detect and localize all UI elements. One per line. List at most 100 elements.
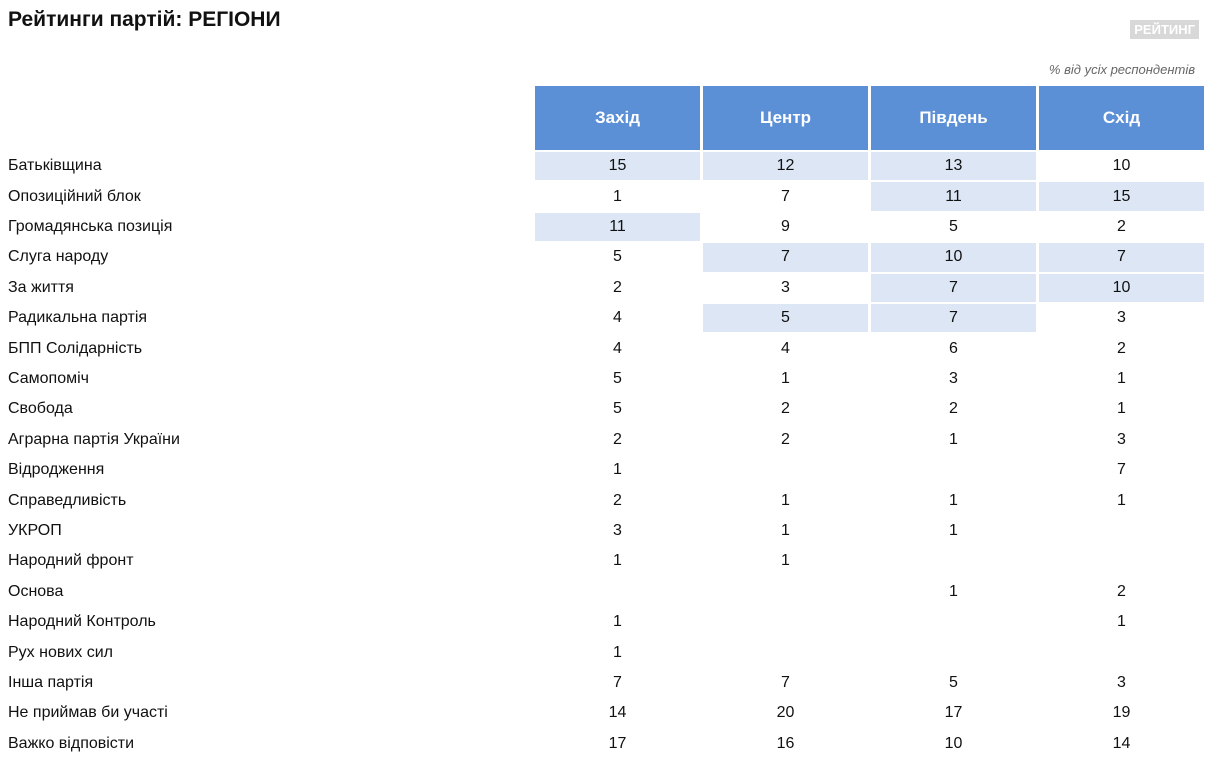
cell: 2 — [1117, 217, 1126, 235]
row-label: Слуга народу — [8, 248, 109, 266]
cell: 1 — [949, 521, 958, 539]
column-header: Центр — [703, 86, 868, 150]
cell: 1 — [781, 491, 790, 509]
row-label: Самопоміч — [8, 369, 89, 387]
cell: 2 — [613, 278, 622, 296]
cell: 10 — [871, 243, 1036, 272]
row-label: Не приймав би участі — [8, 704, 168, 722]
cell: 1 — [949, 430, 958, 448]
cell — [1039, 517, 1204, 545]
cell: 9 — [781, 217, 790, 235]
cell: 7 — [871, 304, 1036, 333]
cell: 3 — [1117, 430, 1126, 448]
cell — [871, 608, 1036, 636]
cell — [871, 547, 1036, 575]
cell: 2 — [1117, 339, 1126, 357]
logo: РЕЙТИНГ — [1130, 20, 1199, 39]
cell: 1 — [613, 187, 622, 205]
row-label: Важко відповісти — [8, 734, 135, 752]
cell: 15 — [535, 152, 700, 181]
cell — [703, 456, 868, 484]
row-label: Опозиційний блок — [8, 187, 141, 205]
cell: 3 — [1117, 309, 1126, 327]
cell — [703, 608, 868, 636]
cell: 7 — [781, 187, 790, 205]
note: % від усіх респондентів — [1048, 62, 1195, 77]
cell: 1 — [613, 643, 622, 661]
row-label: Батьківщина — [8, 157, 102, 175]
cell — [871, 638, 1036, 666]
row-label: Інша партія — [8, 673, 94, 691]
row-label: Свобода — [8, 400, 73, 418]
row-label: Громадянська позиція — [8, 217, 173, 235]
cell: 2 — [613, 491, 622, 509]
row-label: УКРОП — [8, 521, 62, 539]
cell: 1 — [949, 491, 958, 509]
cell: 10 — [944, 734, 963, 752]
cell: 1 — [1117, 613, 1126, 631]
cell: 1 — [781, 552, 790, 570]
cell: 10 — [1112, 157, 1131, 175]
cell: 5 — [949, 217, 958, 235]
cell: 14 — [608, 704, 627, 722]
cell: 1 — [613, 552, 622, 570]
cell: 5 — [703, 304, 868, 333]
cell: 7 — [703, 243, 868, 272]
cell: 11 — [535, 212, 700, 242]
cell: 3 — [781, 278, 790, 296]
column-header: Південь — [871, 86, 1036, 150]
row-label: Народний Контроль — [8, 613, 156, 631]
cell: 10 — [1039, 273, 1204, 302]
row-label: Аграрна партія України — [8, 430, 180, 448]
row-label: Основа — [8, 582, 64, 600]
cell: 1 — [613, 461, 622, 479]
cell — [871, 456, 1036, 484]
cell: 1 — [781, 369, 790, 387]
cell: 19 — [1112, 704, 1131, 722]
cell: 7 — [871, 273, 1036, 302]
cell: 20 — [776, 704, 795, 722]
cell: 5 — [613, 400, 622, 418]
row-label: Рух нових сил — [8, 643, 114, 661]
cell: 3 — [949, 369, 958, 387]
cell: 5 — [949, 673, 958, 691]
cell: 1 — [949, 582, 958, 600]
cell — [703, 578, 868, 606]
cell: 1 — [1117, 400, 1126, 418]
cell: 2 — [781, 400, 790, 418]
cell: 17 — [944, 704, 963, 722]
cell — [1039, 638, 1204, 666]
cell: 17 — [608, 734, 627, 752]
cell: 14 — [1112, 734, 1131, 752]
cell: 7 — [781, 673, 790, 691]
cell — [703, 638, 868, 666]
cell: 2 — [1117, 582, 1126, 600]
cell: 1 — [1117, 369, 1126, 387]
column-header: Схід — [1039, 86, 1204, 150]
cell: 1 — [613, 613, 622, 631]
cell: 11 — [871, 182, 1036, 211]
cell: 3 — [1117, 673, 1126, 691]
cell — [1039, 547, 1204, 575]
cell — [535, 578, 700, 606]
row-label: Народний фронт — [8, 552, 134, 570]
row-label: БПП Солідарність — [8, 339, 143, 357]
row-label: За життя — [8, 278, 74, 296]
cell: 1 — [781, 521, 790, 539]
row-label: Справедливість — [8, 491, 127, 509]
cell: 6 — [949, 339, 958, 357]
cell: 4 — [613, 339, 622, 357]
cell: 5 — [613, 248, 622, 266]
cell: 2 — [949, 400, 958, 418]
cell: 7 — [1039, 243, 1204, 272]
title: Рейтинги партій: РЕГІОНИ — [8, 8, 281, 31]
cell: 4 — [781, 339, 790, 357]
cell: 15 — [1039, 182, 1204, 211]
cell: 7 — [613, 673, 622, 691]
row-label: Радикальна партія — [8, 309, 148, 327]
cell: 7 — [1117, 461, 1126, 479]
cell: 12 — [703, 152, 868, 181]
cell: 16 — [776, 734, 795, 752]
cell: 2 — [781, 430, 790, 448]
